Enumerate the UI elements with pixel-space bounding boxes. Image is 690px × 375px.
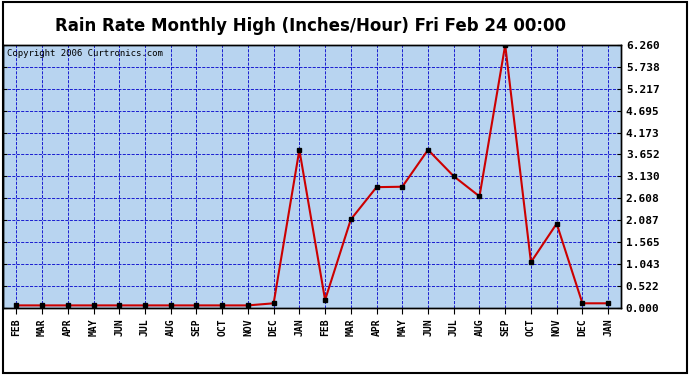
Text: Rain Rate Monthly High (Inches/Hour) Fri Feb 24 00:00: Rain Rate Monthly High (Inches/Hour) Fri… xyxy=(55,17,566,35)
Text: Copyright 2006 Curtronics.com: Copyright 2006 Curtronics.com xyxy=(6,49,162,58)
